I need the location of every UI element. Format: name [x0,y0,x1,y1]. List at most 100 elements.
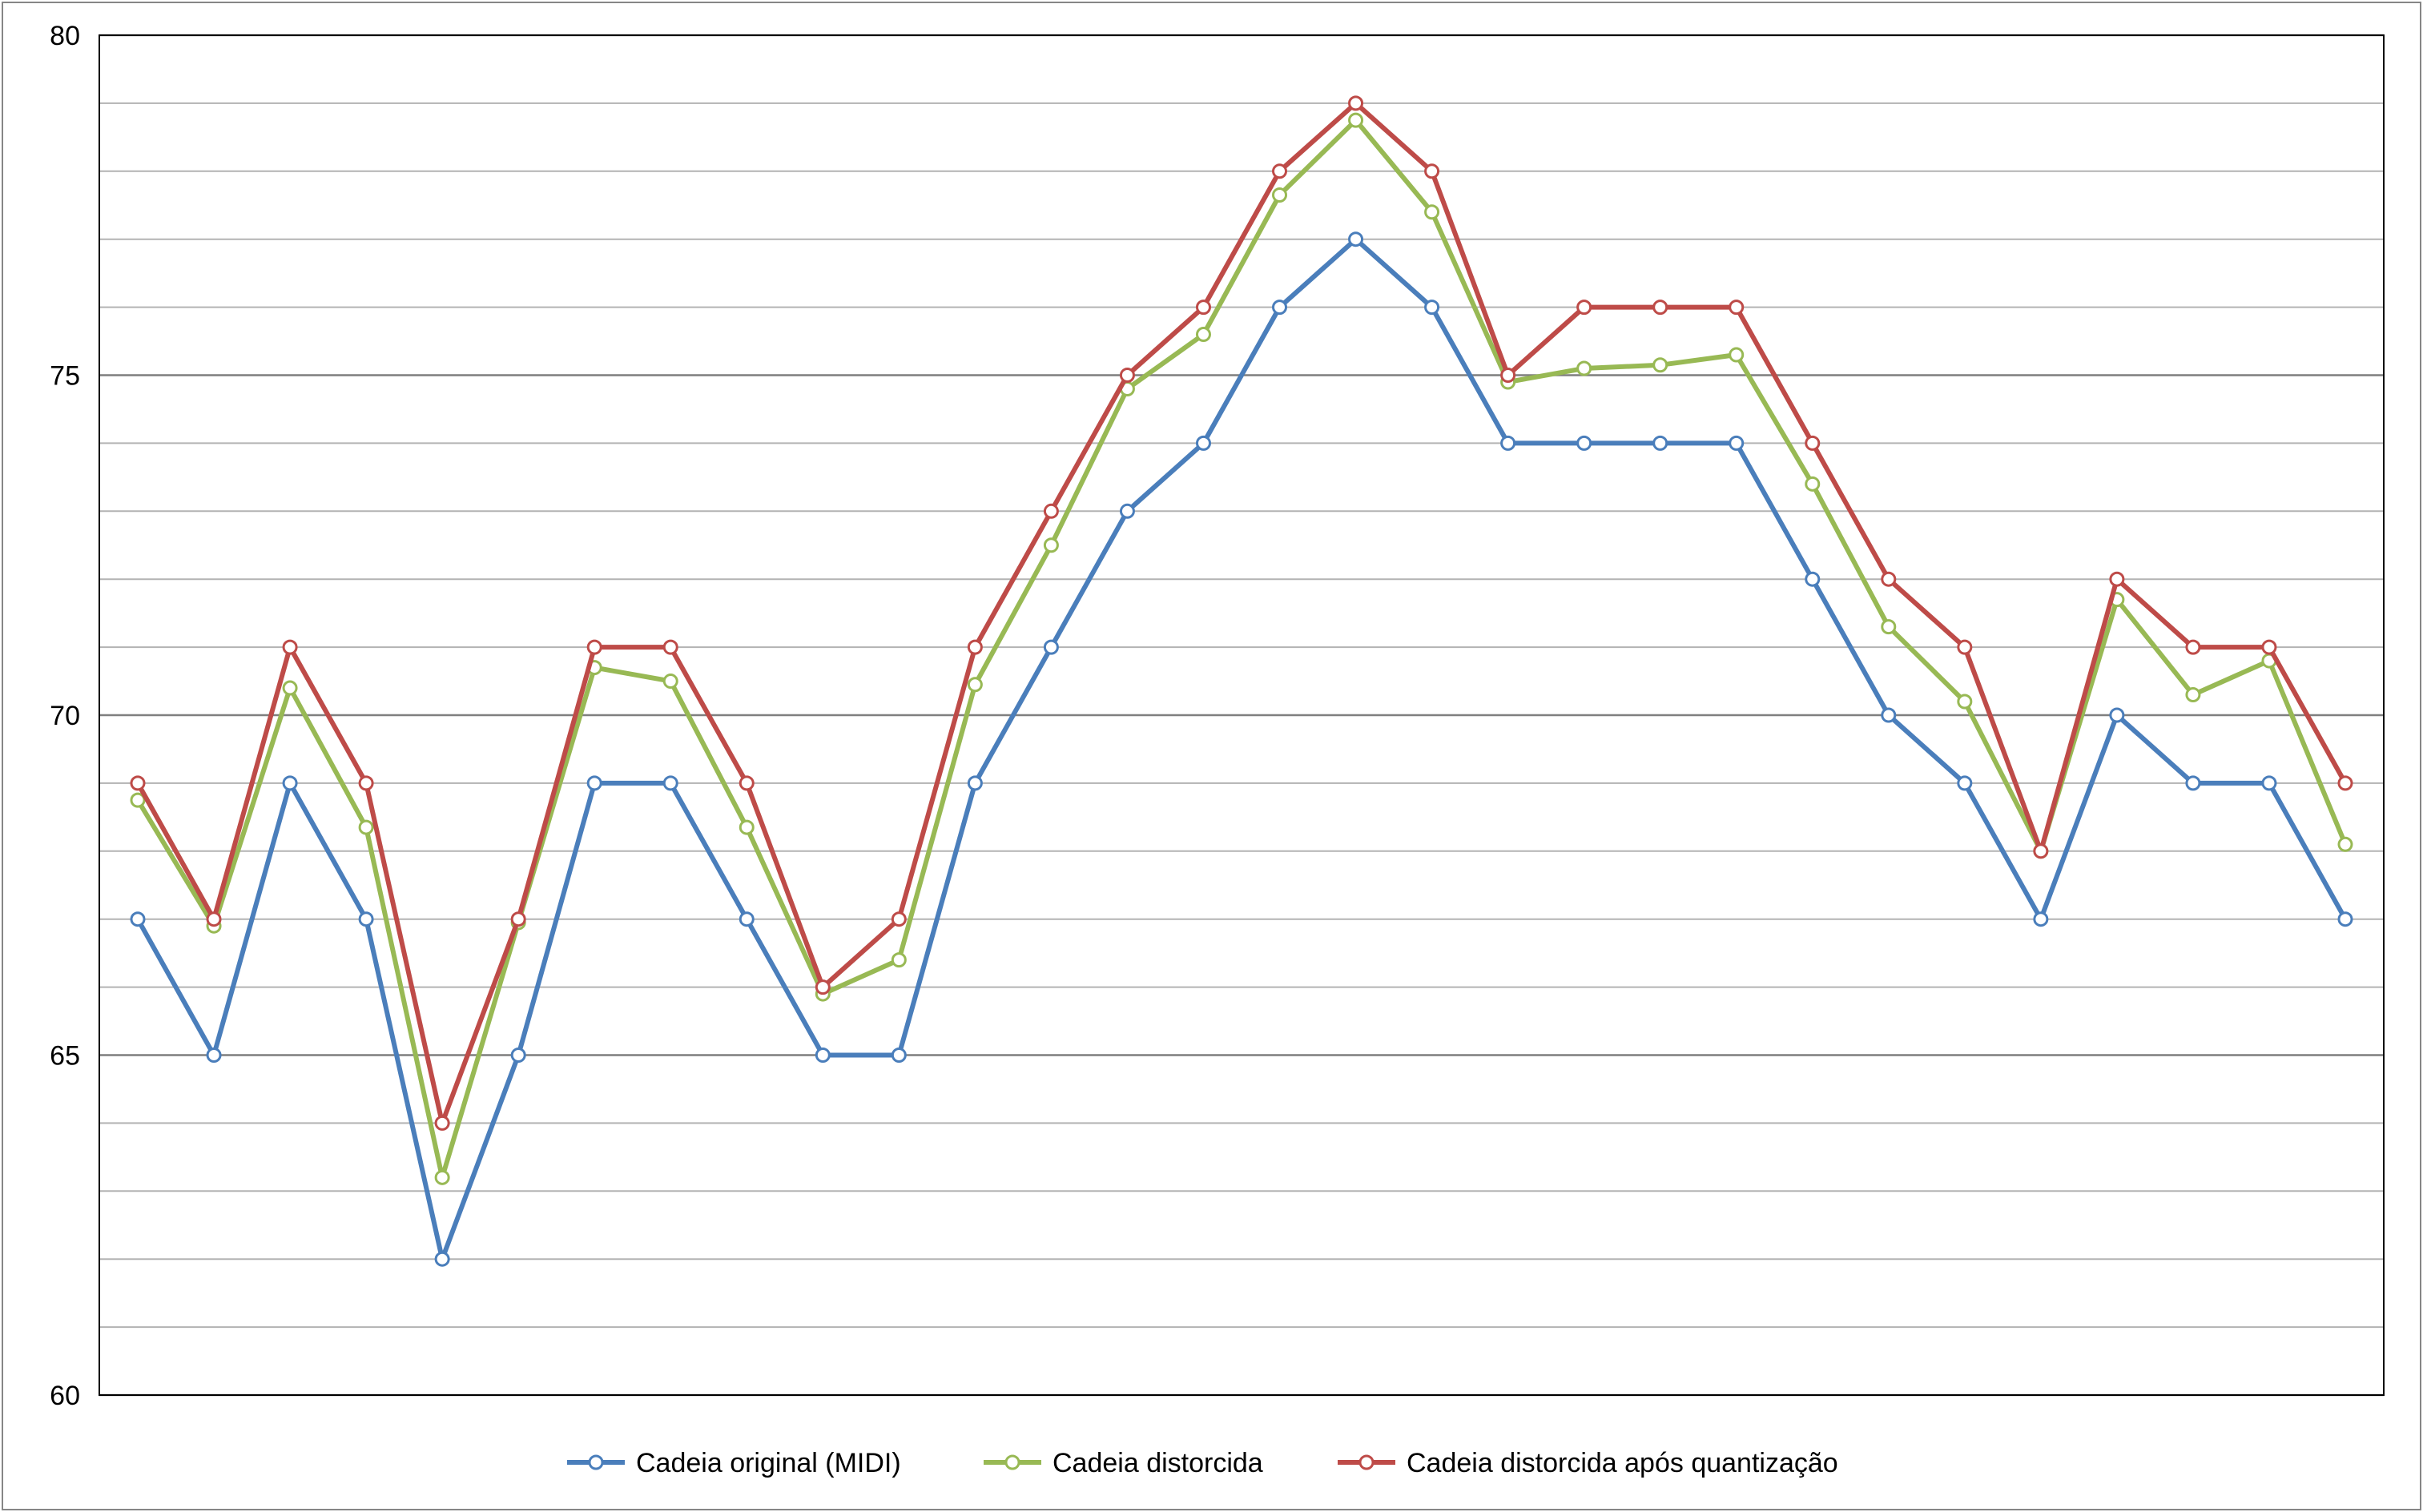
data-point [1043,503,1059,519]
data-point [1881,571,1897,587]
data-point [1881,707,1897,723]
data-point [1652,357,1668,373]
data-point [2185,687,2201,703]
data-point [1576,300,1592,316]
y-axis: 60 65 70 75 80 [50,21,80,1411]
y-tick-label: 75 [50,361,80,392]
data-point [1424,300,1440,316]
data-point [586,775,602,791]
data-point [1195,435,1211,451]
series-line [135,100,2348,1126]
series-line [135,236,2348,1262]
data-point [1348,95,1364,111]
data-point [282,775,298,791]
data-point [967,775,983,791]
data-point [1272,300,1288,316]
data-point [1272,187,1288,203]
legend-swatch-marker [588,1454,604,1470]
data-point [130,775,146,791]
data-point [358,911,374,927]
legend-label: Cadeia original (MIDI) [636,1448,901,1478]
data-point [1652,435,1668,451]
series-1 [130,231,2353,1267]
data-point [2261,775,2277,791]
data-point [739,819,755,835]
data-point [130,792,146,808]
legend-swatch-marker [1358,1454,1375,1470]
data-point [739,911,755,927]
data-point [1043,639,1059,655]
data-point [891,952,907,968]
legend-label: Cadeia distorcida após quantização [1407,1448,1838,1478]
legend: Cadeia original (MIDI) Cadeia distorcida C… [567,1448,1838,1478]
data-point [1424,163,1440,179]
data-point [1805,571,1821,587]
legend-item: Cadeia original (MIDI) [567,1448,901,1478]
data-point [967,677,983,693]
data-point [815,979,831,995]
data-point [1652,300,1668,316]
data-point [2337,836,2353,852]
data-point [1119,368,1135,383]
data-point [1805,435,1821,451]
series-line [135,118,2348,1180]
data-point [2109,707,2125,723]
data-point [1424,204,1440,220]
data-point [891,1048,907,1063]
data-point [1500,435,1516,451]
data-point [2337,911,2353,927]
plot-area [99,34,2385,1396]
data-point [2033,843,2049,859]
legend-item: Cadeia distorcida [984,1448,1263,1478]
data-point [1805,476,1821,492]
data-point [358,775,374,791]
data-point [2337,775,2353,791]
data-point [891,911,907,927]
data-point [2033,911,2049,927]
data-point [1957,775,1973,791]
data-point [739,775,755,791]
data-point [662,674,678,690]
data-point [1195,327,1211,343]
data-point [2185,639,2201,655]
data-point [434,1115,450,1131]
data-point [2261,639,2277,655]
legend-label: Cadeia distorcida [1053,1448,1263,1478]
data-point [1729,300,1745,316]
data-point [1272,163,1288,179]
y-tick-label: 60 [50,1381,80,1411]
data-point [206,911,222,927]
y-tick-label: 70 [50,701,80,731]
data-point [815,1048,831,1063]
data-point [434,1169,450,1185]
data-point [586,639,602,655]
data-point [1348,231,1364,247]
data-point [662,775,678,791]
data-point [2185,775,2201,791]
data-point [1881,619,1897,635]
data-point [358,819,374,835]
data-point [662,639,678,655]
data-point [1957,639,1973,655]
series-2 [130,112,2353,1185]
data-point [1348,112,1364,128]
data-point [130,911,146,927]
data-point [282,680,298,696]
series-layer [130,95,2353,1267]
data-point [434,1251,450,1267]
data-point [282,639,298,655]
data-point [967,639,983,655]
data-point [1576,360,1592,376]
legend-item: Cadeia distorcida após quantização [1338,1448,1838,1478]
data-point [510,911,526,927]
data-point [1500,368,1516,383]
data-point [1729,347,1745,363]
data-point [2109,571,2125,587]
data-point [1119,503,1135,519]
y-tick-label: 65 [50,1041,80,1072]
data-point [1195,300,1211,316]
data-point [1576,435,1592,451]
data-point [206,1048,222,1063]
